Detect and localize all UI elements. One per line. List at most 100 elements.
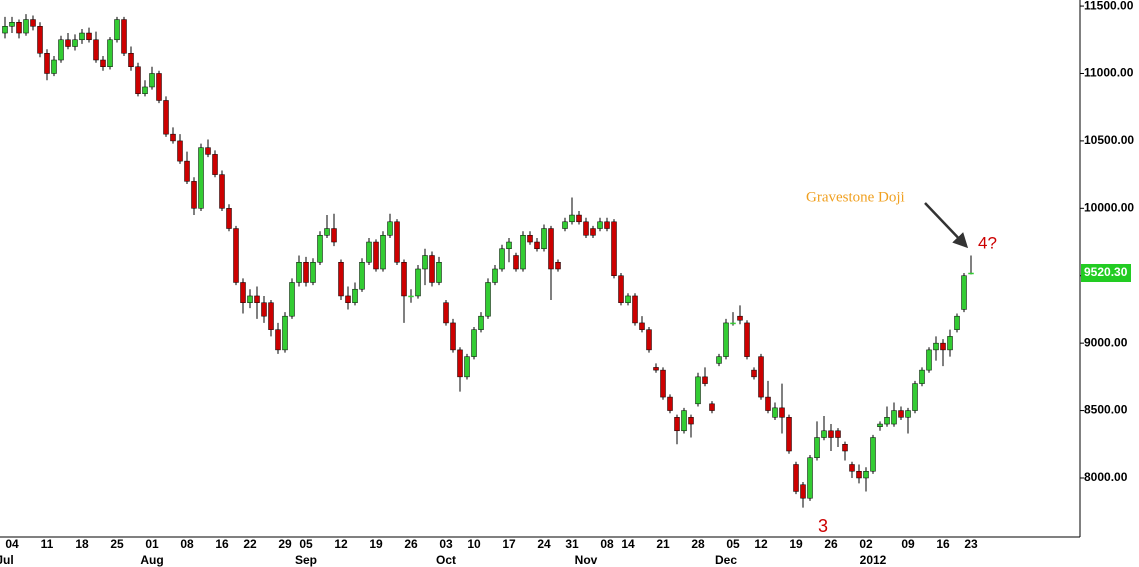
candle-body	[135, 66, 141, 94]
candle-body	[611, 221, 617, 276]
x-tick-label: 05	[299, 537, 313, 551]
candle-body	[884, 417, 890, 425]
candle-body	[310, 261, 316, 283]
x-tick-label: 21	[656, 537, 670, 551]
y-tick-label: 8500.00	[1084, 403, 1128, 417]
candle-body	[926, 349, 932, 371]
candle-body	[226, 208, 232, 229]
annotation: 3	[818, 516, 828, 536]
candle-body	[408, 295, 414, 298]
x-tick-label: 29	[278, 537, 292, 551]
last-price-box	[1081, 263, 1131, 282]
candle-body	[639, 322, 645, 330]
x-tick-label: 23	[964, 537, 978, 551]
candle-body	[156, 73, 162, 101]
candle-body	[128, 53, 134, 67]
candle-body	[121, 19, 127, 54]
candle-body	[842, 444, 848, 452]
candle-body	[86, 32, 92, 41]
candle-body	[870, 437, 876, 472]
candle-body	[653, 367, 659, 371]
candle-body	[107, 39, 113, 67]
candle-body	[275, 329, 281, 351]
candle-body	[212, 154, 218, 175]
x-tick-label: 31	[565, 537, 579, 551]
candle-body	[534, 241, 540, 250]
candle-body	[338, 261, 344, 297]
y-tick-label: 8000.00	[1084, 470, 1128, 484]
candle-body	[765, 396, 771, 411]
candle-body	[58, 39, 64, 61]
x-tick-label: 19	[369, 537, 383, 551]
annotation: Gravestone Doji	[806, 189, 905, 205]
candle-body	[716, 356, 722, 364]
candle-body	[590, 228, 596, 236]
month-label: Nov	[575, 553, 598, 567]
candle-body	[527, 235, 533, 243]
candle-body	[940, 342, 946, 351]
candle-body	[562, 221, 568, 229]
candle-body	[331, 228, 337, 243]
candle-body	[660, 369, 666, 398]
candle-body	[79, 32, 85, 41]
candle-body	[289, 282, 295, 317]
x-tick-label: 24	[537, 537, 551, 551]
candle-body	[758, 356, 764, 398]
candle-body	[163, 100, 169, 135]
candle-body	[30, 19, 36, 27]
candle-body	[807, 457, 813, 499]
candle-body	[401, 261, 407, 297]
candle-body	[555, 261, 561, 270]
x-tick-label: 28	[691, 537, 705, 551]
candle-body	[457, 349, 463, 378]
candle-body	[681, 410, 687, 432]
candle-body	[37, 26, 43, 54]
candle-body	[814, 437, 820, 459]
candle-body	[422, 255, 428, 270]
candle-body	[569, 214, 575, 223]
candle-body	[450, 322, 456, 351]
candle-body	[72, 39, 78, 47]
candle-body	[366, 241, 372, 263]
candle-body	[492, 268, 498, 283]
candle-body	[65, 39, 71, 47]
candle-body	[380, 235, 386, 270]
x-tick-label: 08	[180, 537, 194, 551]
x-tick-label: 04	[5, 537, 19, 551]
candle-body	[744, 322, 750, 357]
candle-body	[618, 275, 624, 303]
candle-body	[9, 21, 15, 27]
x-tick-label: 16	[936, 537, 950, 551]
candle-body	[506, 241, 512, 250]
candle-body	[786, 417, 792, 452]
x-tick-label: 26	[404, 537, 418, 551]
candle-body	[44, 53, 50, 74]
candle-body	[240, 282, 246, 303]
candle-body	[821, 430, 827, 438]
candle-body	[772, 407, 778, 418]
candle-body	[723, 322, 729, 357]
candle-body	[303, 261, 309, 283]
candle-body	[667, 396, 673, 411]
x-tick-label: 05	[726, 537, 740, 551]
y-tick-label: 11500.00	[1084, 0, 1134, 12]
candle-body	[443, 302, 449, 324]
candle-body	[548, 228, 554, 270]
y-tick-label: 9000.00	[1084, 335, 1128, 349]
candle-body	[471, 329, 477, 357]
candle-body	[191, 181, 197, 209]
candle-body	[877, 423, 883, 427]
annotation: 4?	[978, 233, 997, 252]
candle-body	[142, 86, 148, 94]
x-tick-label: 12	[334, 537, 348, 551]
x-tick-label: 19	[789, 537, 803, 551]
candle-body	[485, 282, 491, 317]
candle-body	[478, 315, 484, 330]
candle-body	[695, 376, 701, 405]
x-tick-label: 11	[41, 537, 54, 551]
candle-body	[674, 417, 680, 432]
x-tick-label: 01	[145, 537, 159, 551]
x-tick-label: 22	[243, 537, 257, 551]
candle-body	[23, 19, 29, 34]
candle-body	[583, 221, 589, 236]
